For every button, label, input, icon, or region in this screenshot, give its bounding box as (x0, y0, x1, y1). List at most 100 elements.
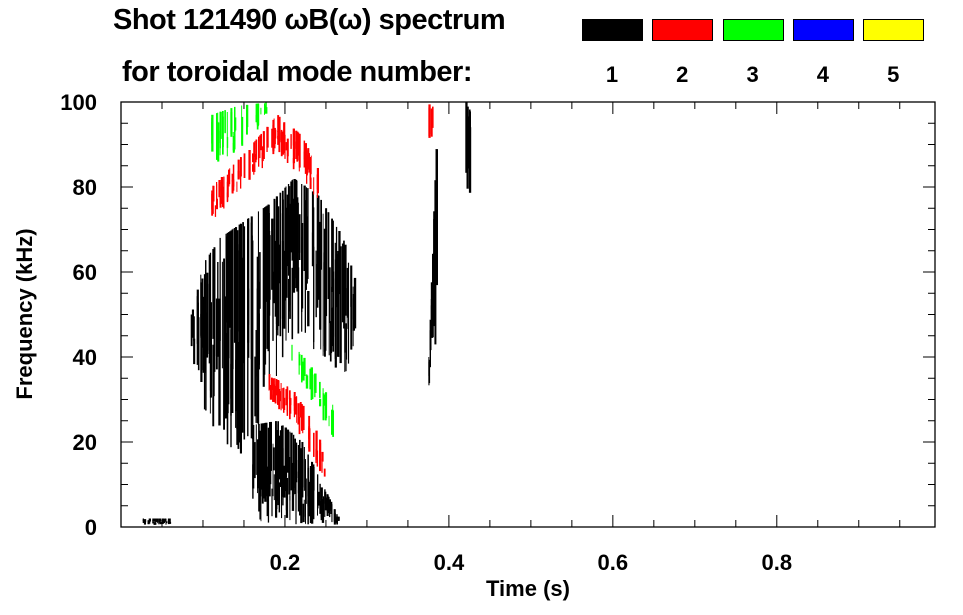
spectral-mark-mode-2 (281, 388, 283, 409)
spectral-mark-mode-2 (222, 186, 225, 206)
spectral-mark-mode-1 (226, 232, 229, 381)
spectral-mark-mode-1 (329, 499, 331, 511)
spectral-mark-mode-1 (320, 251, 322, 350)
spectral-mark-mode-2 (313, 432, 315, 457)
spectral-mark-mode-1 (295, 460, 298, 478)
legend-swatch-mode-2 (652, 19, 714, 41)
spectral-mark-mode-1 (143, 519, 146, 522)
spectral-mark-mode-2 (258, 136, 260, 167)
spectral-mark-mode-3 (264, 105, 265, 115)
spectral-mark-mode-1 (154, 519, 156, 525)
spectral-mark-mode-1 (255, 345, 257, 422)
spectral-mark-mode-1 (191, 309, 194, 338)
spectral-mark-mode-3 (264, 105, 267, 114)
spectral-mark-mode-2 (272, 124, 275, 155)
spectral-mark-mode-2 (254, 158, 256, 172)
spectral-mark-mode-1 (164, 518, 167, 522)
spectral-mark-mode-1 (292, 198, 295, 246)
spectral-mark-mode-3 (232, 132, 234, 150)
spectral-mark-mode-2 (284, 134, 286, 159)
spectral-mark-mode-1 (272, 443, 274, 497)
spectral-mark-mode-1 (336, 516, 338, 525)
spectral-mark-mode-1 (169, 518, 171, 523)
spectral-mark-mode-1 (274, 240, 277, 317)
spectral-mark-mode-1 (196, 289, 199, 365)
spectral-mark-mode-1 (217, 262, 219, 357)
spectral-mark-mode-1 (275, 421, 277, 506)
spectral-mark-mode-2 (275, 380, 278, 394)
spectral-mark-mode-2 (295, 141, 297, 159)
spectral-mark-mode-1 (229, 231, 231, 328)
spectral-mark-mode-2 (219, 182, 221, 200)
spectral-mark-mode-1 (344, 244, 347, 316)
spectral-mark-mode-1 (232, 228, 234, 331)
spectral-mark-mode-1 (281, 190, 284, 270)
spectral-mark-mode-1 (236, 230, 239, 430)
spectral-mark-mode-1 (252, 425, 255, 489)
spectral-mark-mode-1 (266, 205, 268, 349)
spectral-mark-mode-2 (295, 396, 298, 415)
spectral-mark-mode-1 (331, 218, 333, 292)
spectral-mark-mode-1 (308, 481, 311, 517)
spectral-mark-mode-1 (306, 478, 308, 504)
spectral-mark-mode-1 (297, 202, 299, 290)
spectral-mark-mode-1 (277, 206, 280, 327)
spectral-mark-mode-1 (231, 229, 233, 363)
spectral-mark-mode-1 (285, 485, 288, 511)
spectral-mark-mode-1 (335, 517, 337, 523)
spectral-mark-mode-2 (285, 142, 288, 151)
spectral-mark-mode-1 (307, 188, 309, 279)
spectral-mark-mode-3 (314, 373, 316, 398)
spectral-mark-mode-3 (301, 354, 303, 383)
spectral-mark-mode-2 (277, 115, 280, 132)
y-axis-title: Frequency (kHz) (12, 228, 37, 399)
spectral-mark-mode-3 (265, 107, 268, 114)
spectral-mark-mode-1 (299, 439, 301, 493)
spectral-mark-mode-1 (287, 278, 289, 333)
spectral-mark-mode-1 (169, 521, 172, 524)
spectral-mark-mode-2 (292, 158, 295, 170)
spectral-mark-mode-1 (236, 353, 238, 445)
spectral-mark-mode-2 (271, 128, 273, 148)
spectral-mark-mode-1 (307, 467, 310, 507)
spectral-mark-mode-1 (238, 224, 240, 369)
spectral-mark-mode-2 (299, 402, 302, 418)
spectral-mark-mode-1 (253, 442, 256, 479)
spectral-mark-mode-2 (277, 131, 280, 140)
spectral-mark-mode-3 (217, 122, 220, 162)
spectral-mark-mode-1 (155, 518, 158, 522)
spectral-mark-mode-2 (298, 417, 301, 435)
spectral-mark-mode-1 (305, 187, 307, 290)
spectral-mark-mode-3 (332, 404, 334, 421)
spectral-mark-mode-1 (323, 496, 324, 507)
spectral-mark-mode-1 (350, 265, 353, 350)
spectral-mark-mode-1 (297, 445, 300, 512)
spectral-mark-mode-2 (248, 150, 251, 180)
spectral-mark-mode-1 (303, 185, 305, 261)
spectral-mark-mode-1 (294, 438, 296, 494)
spectral-mark-mode-2 (295, 130, 298, 149)
spectral-mark-mode-1 (193, 316, 195, 341)
spectral-mark-mode-1 (258, 424, 260, 480)
spectral-mark-mode-1 (428, 357, 430, 376)
spectral-mark-mode-1 (293, 444, 295, 475)
spectral-mark-mode-1 (284, 427, 287, 492)
spectral-mark-mode-1 (273, 198, 275, 283)
spectral-mark-mode-2 (301, 404, 303, 420)
spectral-mark-mode-1 (287, 239, 291, 276)
spectral-mark-mode-2 (216, 182, 218, 209)
spectral-mark-mode-1 (322, 213, 324, 356)
spectral-mark-mode-1 (257, 464, 258, 494)
spectral-mark-mode-1 (272, 271, 274, 341)
x-tick-label: 0.2 (270, 550, 301, 575)
spectral-mark-mode-1 (307, 500, 309, 525)
spectral-mark-mode-1 (273, 474, 275, 501)
spectral-mark-mode-2 (297, 132, 300, 156)
spectral-mark-mode-1 (435, 189, 438, 263)
spectral-mark-mode-2 (240, 157, 242, 174)
spectral-mark-mode-1 (353, 278, 356, 316)
spectral-mark-mode-2 (253, 142, 255, 158)
spectral-mark-mode-2 (253, 155, 255, 175)
spectral-mark-mode-1 (153, 522, 156, 525)
spectral-mark-mode-2 (272, 394, 275, 402)
